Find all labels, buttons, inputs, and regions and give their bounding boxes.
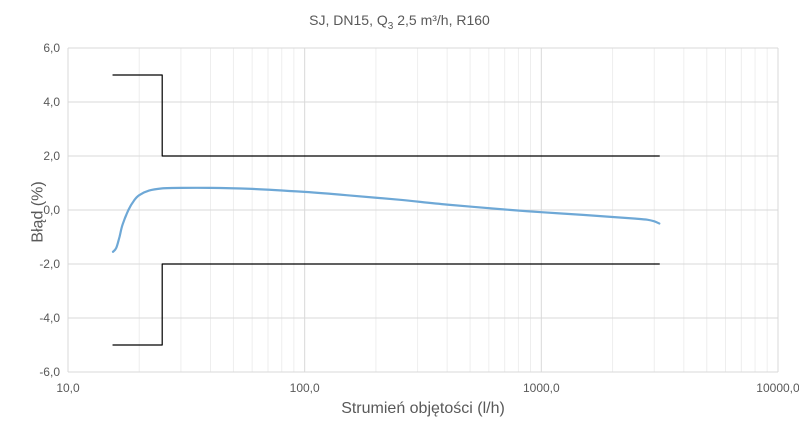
y-tick-label: 4,0: [43, 95, 60, 109]
y-tick-label: -4,0: [39, 311, 60, 325]
y-tick-label: -2,0: [39, 257, 60, 271]
y-tick-label: 6,0: [43, 41, 60, 55]
y-tick-label: 0,0: [43, 203, 60, 217]
x-tick-label: 10,0: [56, 381, 80, 395]
x-tick-label: 1000,0: [523, 381, 560, 395]
x-tick-label: 10000,0: [756, 381, 799, 395]
x-axis-label: Strumień objętości (l/h): [341, 400, 505, 417]
x-tick-label: 100,0: [290, 381, 320, 395]
chart-title: SJ, DN15, Q3 2,5 m³/h, R160: [309, 12, 490, 32]
upper-error-limit-line: [112, 74, 660, 157]
y-tick-label: -6,0: [39, 365, 60, 379]
lower-error-limit-line: [112, 263, 660, 346]
y-tick-label: 2,0: [43, 149, 60, 163]
error-curve-series: [111, 186, 661, 253]
